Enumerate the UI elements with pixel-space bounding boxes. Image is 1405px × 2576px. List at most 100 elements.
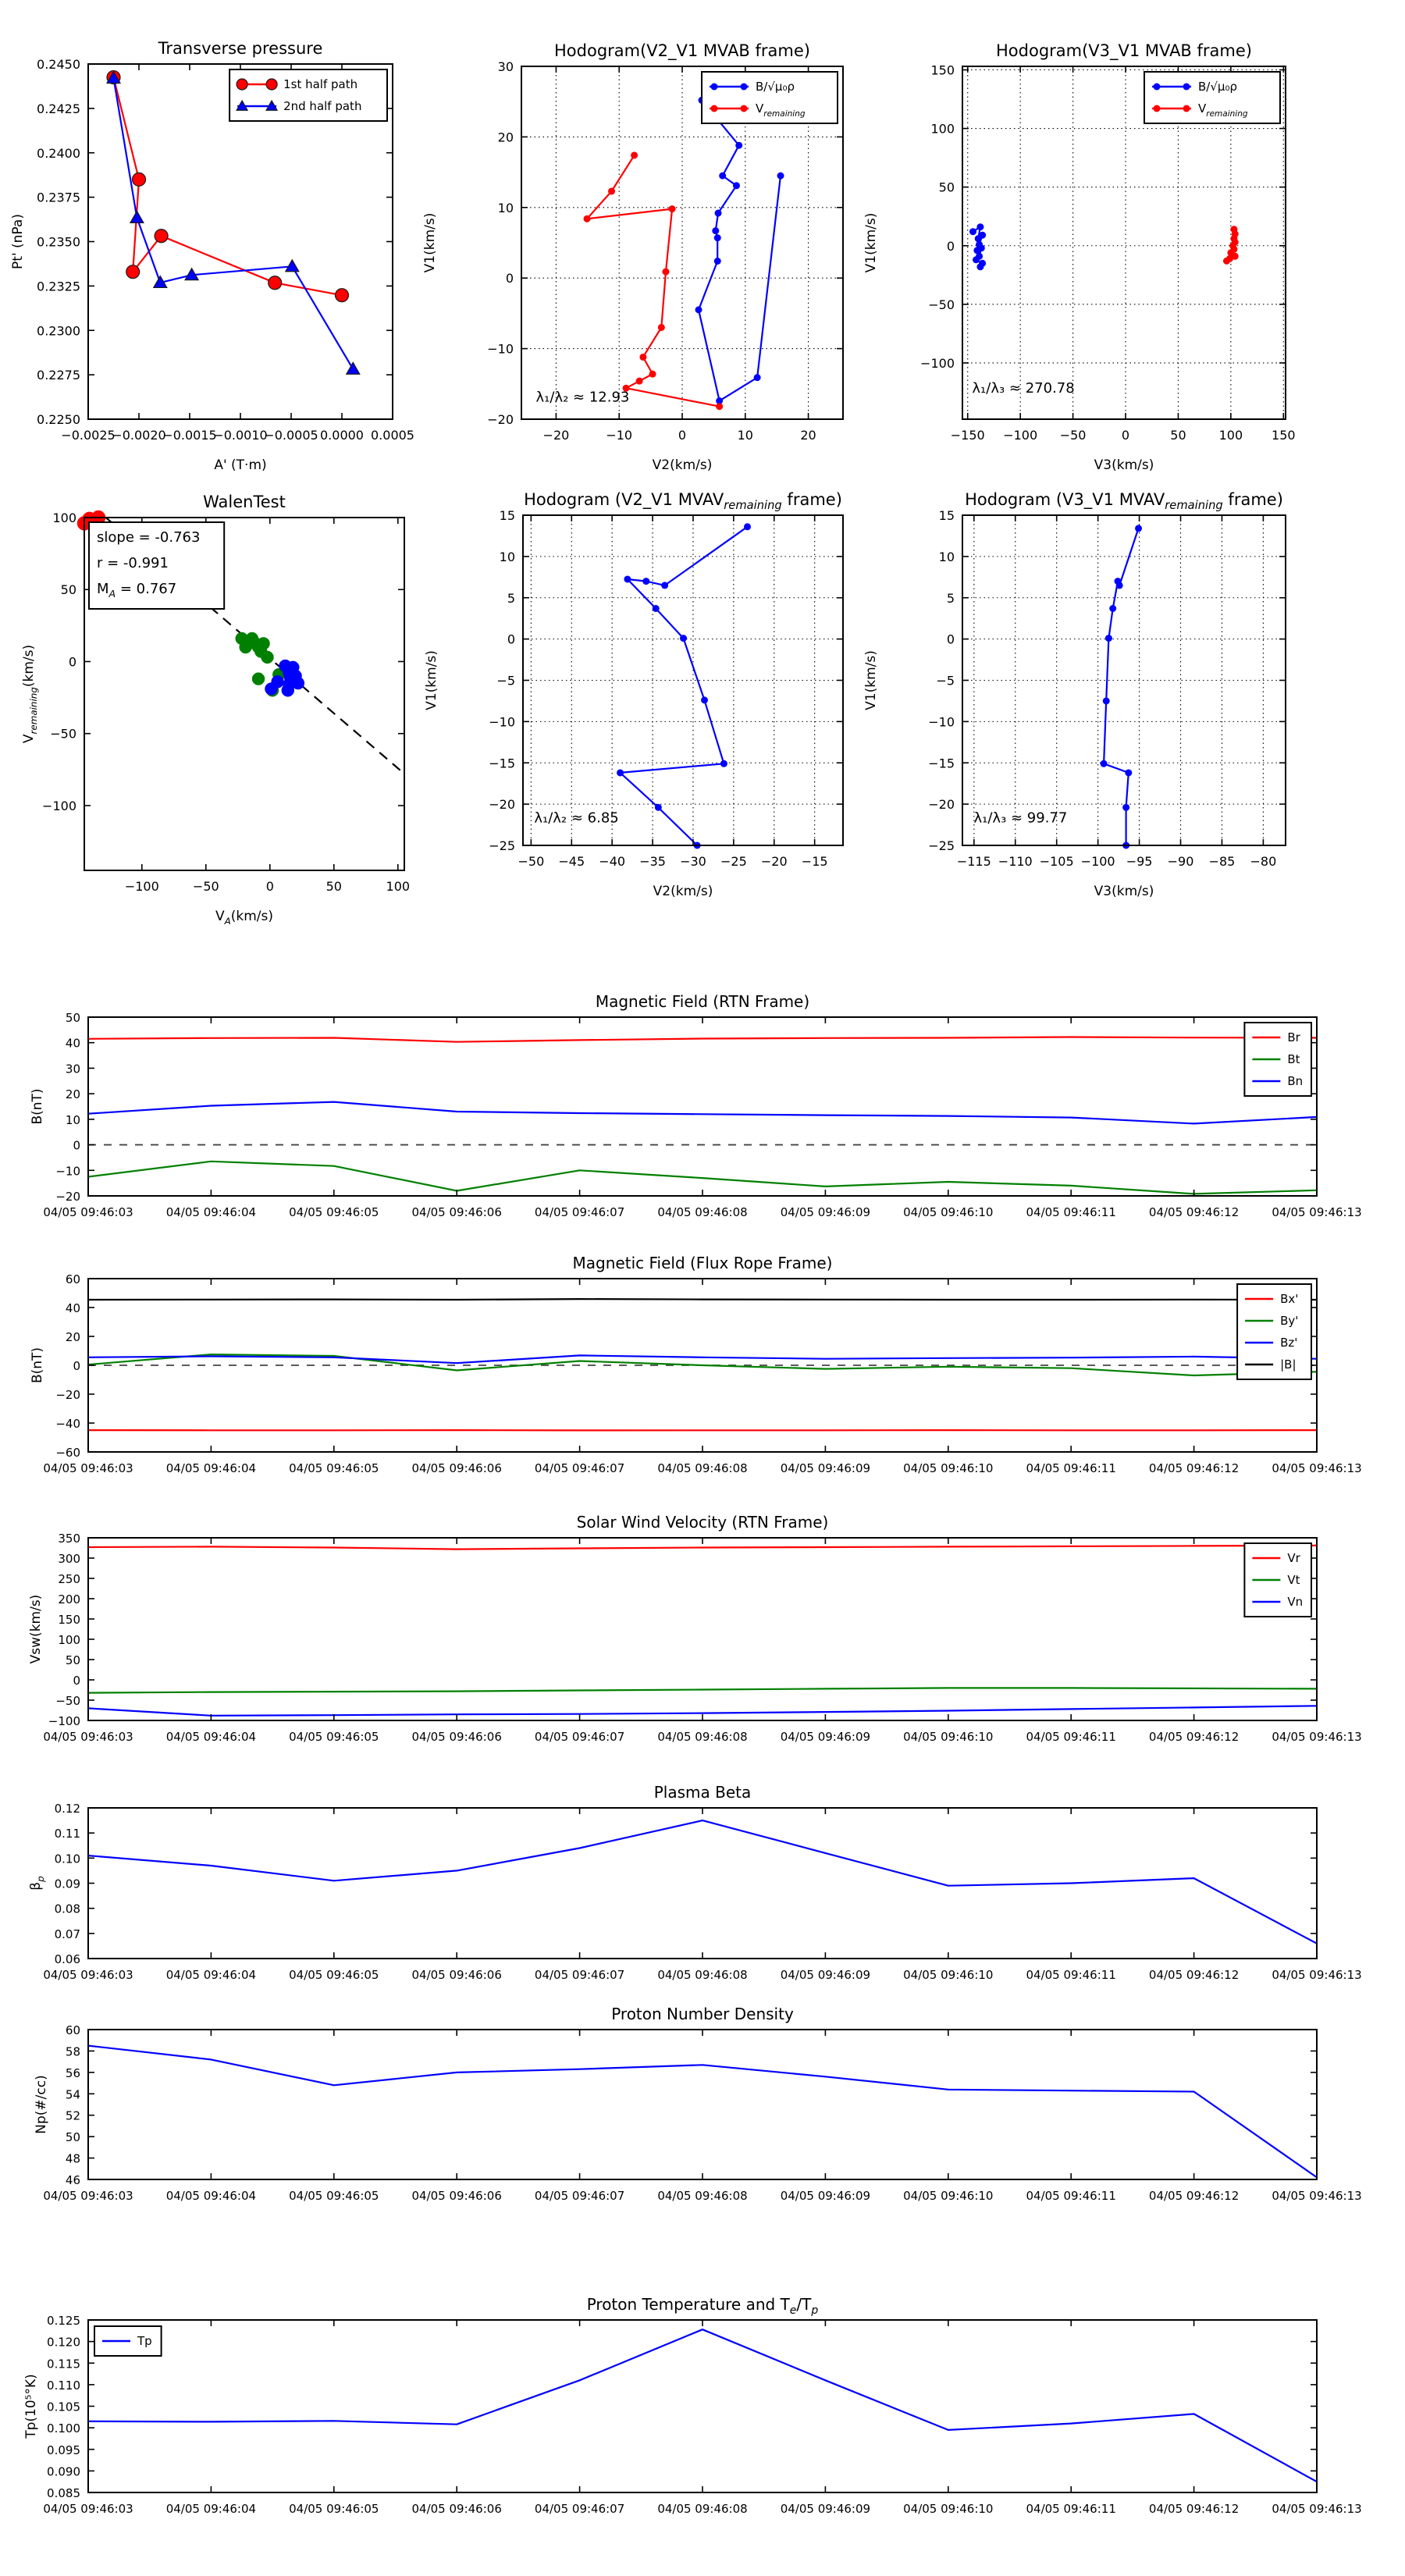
y-tick-label: 0 [507, 632, 515, 647]
chart-title: Transverse pressure [158, 39, 323, 58]
x-tick-label: −50 [1060, 428, 1087, 443]
y-tick-label: −100 [48, 1714, 80, 1728]
chart-title: Plasma Beta [654, 1783, 752, 1802]
x-tick-label: 04/05 09:46:12 [1149, 2189, 1239, 2203]
x-tick-label: 04/05 09:46:06 [412, 1461, 502, 1475]
x-tick-label: −85 [1209, 854, 1236, 869]
y-tick-label: 50 [939, 180, 955, 195]
series-br [87, 1036, 1318, 1043]
y-tick-label: −25 [928, 838, 955, 853]
y-tick-label: 0.2275 [37, 368, 80, 382]
series-by- [87, 1354, 1318, 1377]
series-b-sqrt-mu0-rho- [695, 96, 784, 404]
x-tick-label: 04/05 09:46:03 [43, 2189, 133, 2203]
x-tick-label: 04/05 09:46:10 [903, 1968, 993, 1982]
x-tick-label: −100 [1003, 428, 1037, 443]
annotation: λ₁/λ₃ ≈ 270.78 [972, 380, 1074, 397]
x-tick-label: 0 [1122, 428, 1129, 443]
y-tick-label: −50 [50, 727, 76, 742]
x-tick-label: 04/05 09:46:11 [1026, 2502, 1116, 2516]
x-tick-label: 04/05 09:46:03 [43, 1205, 133, 1219]
x-tick-label: 04/05 09:46:04 [166, 1968, 256, 1982]
chart-p1: −0.0025−0.0020−0.0015−0.0010−0.0005 0.000… [10, 39, 414, 473]
y-axis-label: V1(km/s) [424, 650, 439, 710]
series-vt [87, 1687, 1318, 1694]
y-tick-label: 20 [498, 130, 514, 144]
y-tick-label: 60 [66, 1272, 80, 1286]
y-tick-label: 0.125 [47, 2314, 80, 2328]
y-axis-label: Np(#/cc) [34, 2075, 49, 2133]
legend-label: |B| [1280, 1357, 1296, 1372]
chart-title: Magnetic Field (Flux Rope Frame) [573, 1254, 833, 1272]
chart-ts5: 04/05 09:46:03 04/05 09:46:04 04/05 09:46:… [34, 2005, 1362, 2203]
y-tick-label: −5 [936, 674, 955, 688]
x-tick-label: −50 [193, 879, 219, 894]
x-tick-label: 04/05 09:46:09 [781, 1461, 870, 1475]
y-tick-label: 0 [73, 1359, 80, 1373]
y-tick-label: 0.10 [55, 1852, 80, 1866]
y-tick-label: 54 [66, 2087, 80, 2101]
chart-title: Hodogram(V3_V1 MVAB frame) [996, 41, 1252, 61]
chart-title: Magnetic Field (RTN Frame) [596, 992, 809, 1011]
x-tick-label: 04/05 09:46:08 [657, 2502, 747, 2516]
y-tick-label: 20 [66, 1330, 80, 1344]
chart-p5: −50 −45 −40 −35 −30 −25 −20 −15−25−20−15−10−505… [424, 490, 844, 899]
y-tick-label: 0.2375 [37, 190, 80, 205]
y-tick-label: 50 [66, 2130, 80, 2144]
y-tick-label: 48 [66, 2152, 80, 2166]
y-tick-label: 0.115 [47, 2357, 80, 2371]
y-tick-label: 0.095 [47, 2443, 80, 2457]
x-tick-label: 04/05 09:46:07 [535, 2189, 624, 2203]
x-tick-label: 0 [266, 879, 274, 894]
series-v-remaining [1222, 226, 1239, 265]
legend: 1st half path 2nd half path [229, 69, 388, 122]
x-tick-label: 04/05 09:46:05 [289, 1461, 379, 1475]
y-tick-label: 100 [52, 511, 76, 525]
y-tick-label: 100 [930, 122, 955, 137]
legend-label: Bx' [1280, 1292, 1298, 1306]
stats-box: slope = -0.763 r = -0.991 MA = 0.767 [88, 521, 226, 610]
x-tick-label: 04/05 09:46:11 [1026, 1461, 1116, 1475]
series-vr [87, 1544, 1318, 1550]
x-axis-label: V3(km/s) [1094, 884, 1154, 899]
y-tick-label: 0.2425 [37, 101, 80, 116]
y-tick-label: −100 [920, 356, 955, 371]
x-tick-label: −100 [1081, 854, 1115, 869]
series-first-half-points [235, 632, 286, 697]
x-tick-label: 50 [326, 879, 342, 894]
y-axis-label: V1(km/s) [422, 213, 438, 273]
y-tick-label: −50 [928, 297, 955, 312]
legend-label: 1st half path [283, 77, 357, 91]
legend-label: Bn [1287, 1074, 1303, 1088]
x-tick-label: 04/05 09:46:07 [535, 2502, 624, 2516]
x-tick-label: 04/05 09:46:05 [289, 1205, 379, 1219]
x-tick-label: 100 [386, 879, 411, 894]
series-tp [87, 2329, 1318, 2483]
axes-box [87, 1807, 1318, 1959]
y-tick-label: 5 [947, 591, 955, 606]
series-v-remaining [583, 151, 724, 411]
y-tick-label: −20 [487, 412, 514, 427]
x-tick-label: 04/05 09:46:13 [1272, 2502, 1361, 2516]
chart-title: Proton Temperature and Te/Tp [587, 2295, 819, 2317]
x-tick-label: −90 [1168, 854, 1194, 869]
y-axis-label: βp [28, 1876, 46, 1890]
x-tick-label: 04/05 09:46:07 [535, 1461, 624, 1475]
y-tick-label: 0.06 [55, 1952, 80, 1966]
y-axis-label: Vremaining(km/s) [21, 645, 39, 743]
y-tick-label: 200 [58, 1592, 80, 1606]
legend-label: Vr [1287, 1551, 1300, 1565]
legend: Tp [94, 2325, 162, 2357]
y-tick-label: 0 [73, 1139, 80, 1153]
x-tick-label: −115 [957, 854, 991, 869]
x-tick-label: 04/05 09:46:11 [1026, 2189, 1116, 2203]
x-tick-label: 04/05 09:46:10 [903, 2189, 993, 2203]
chart-title: Proton Number Density [611, 2005, 794, 2023]
x-axis-label: V2(km/s) [653, 884, 713, 899]
x-tick-label: −0.0015 [162, 428, 216, 443]
chart-title: Hodogram (V3_V1 MVAVremaining frame) [965, 490, 1283, 512]
y-tick-label: 10 [939, 550, 955, 564]
y-axis-label: B(nT) [30, 1347, 45, 1383]
x-tick-label: 04/05 09:46:12 [1149, 1968, 1239, 1982]
y-tick-label: 50 [66, 1653, 80, 1667]
